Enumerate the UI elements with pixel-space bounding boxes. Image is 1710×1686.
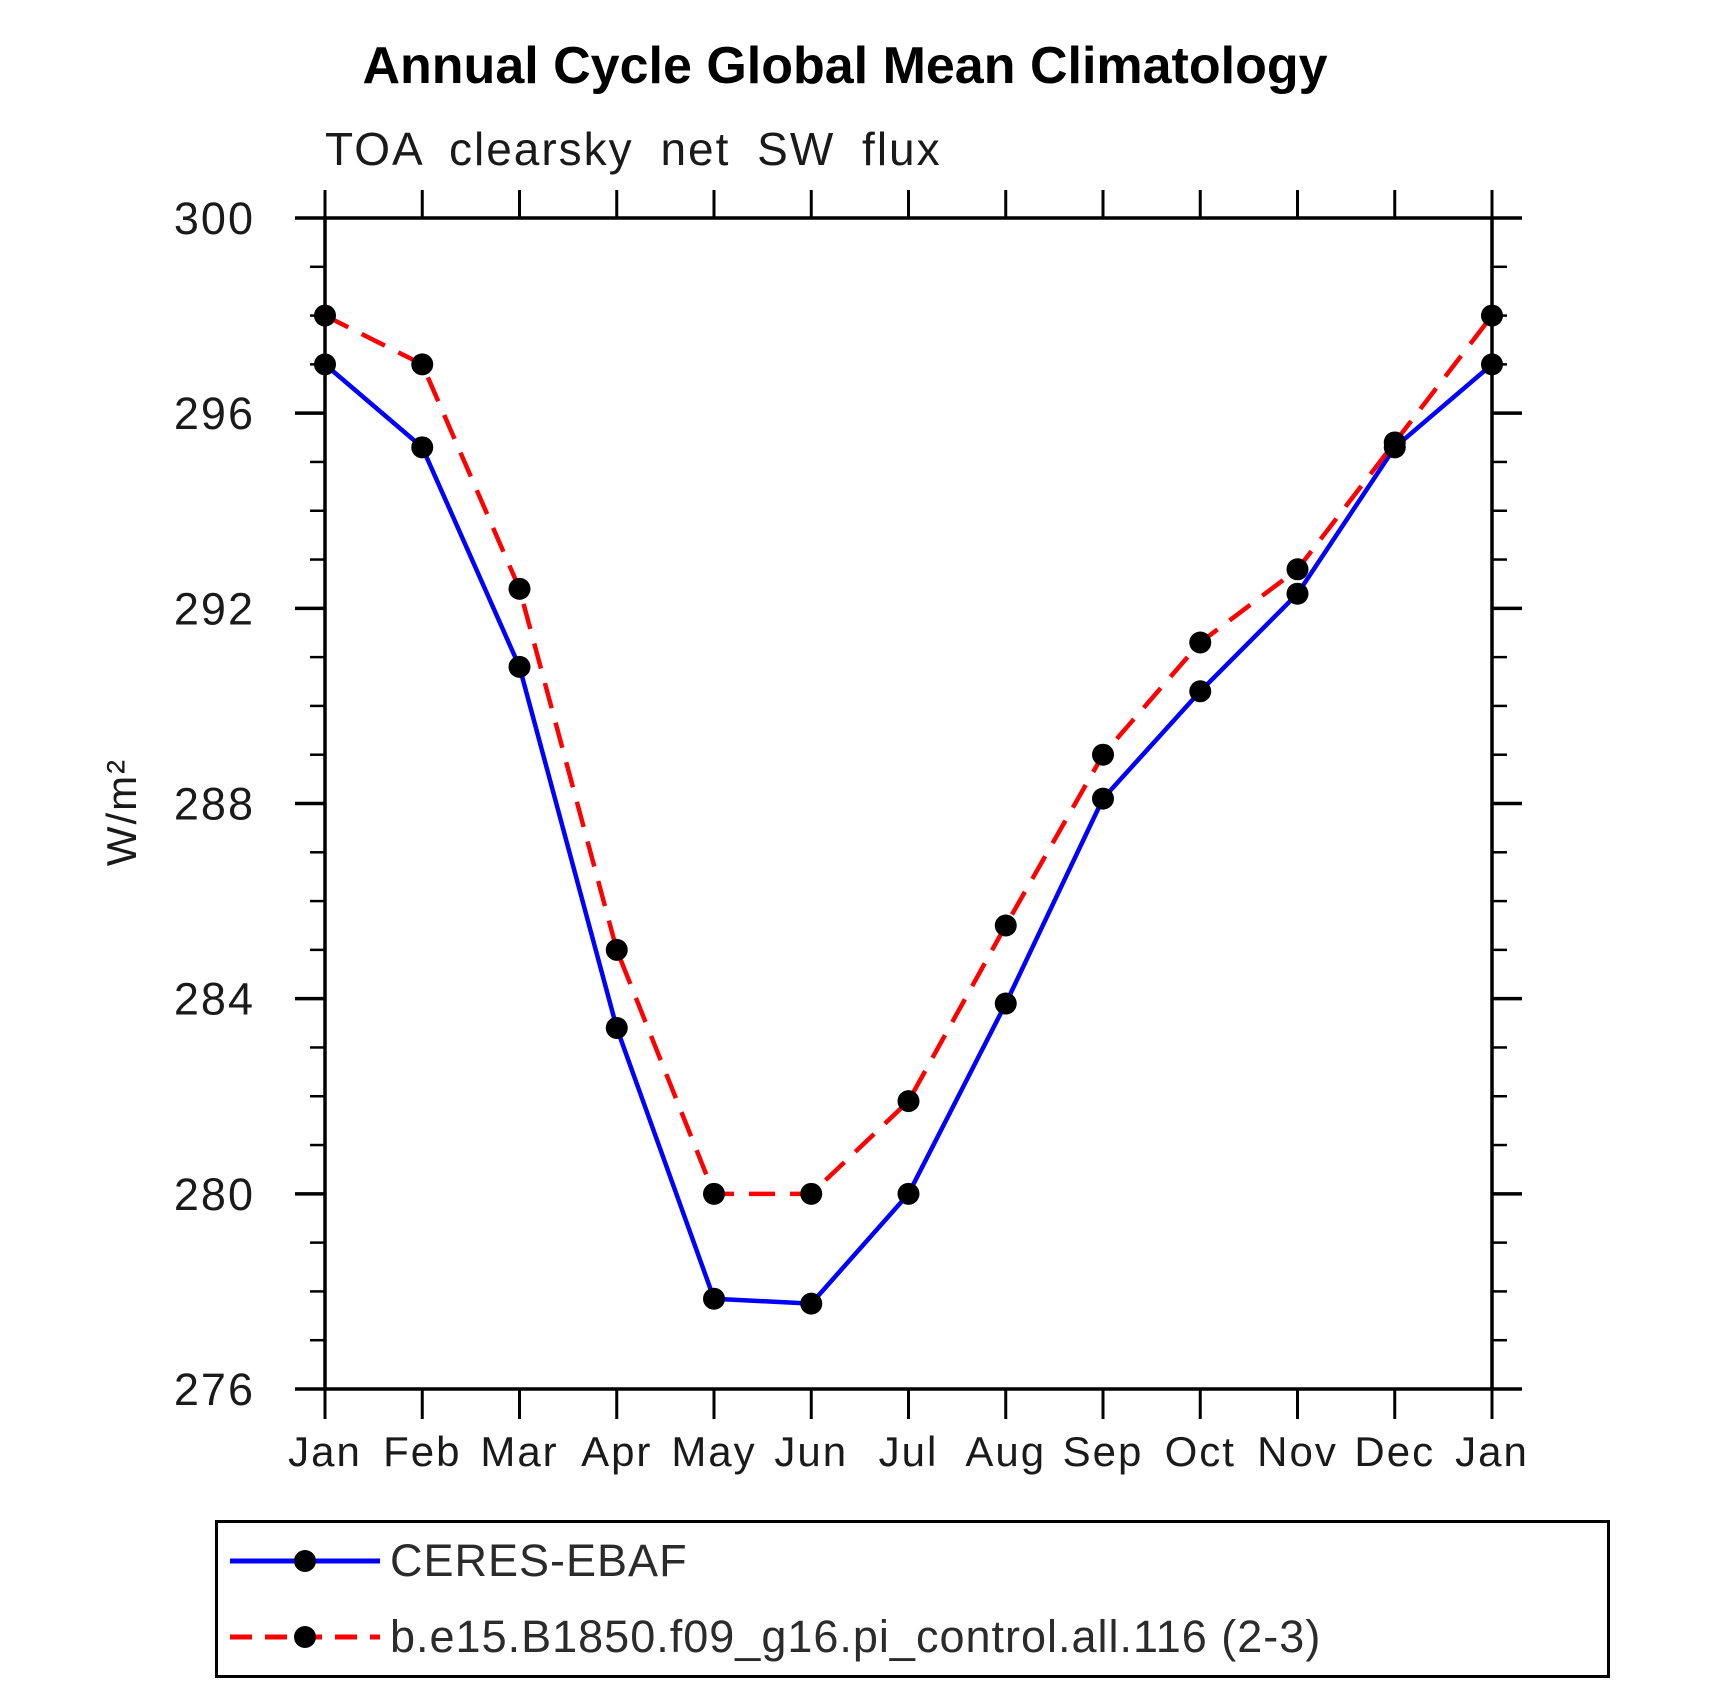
svg-text:284: 284 bbox=[174, 974, 255, 1025]
legend-item-model-run: b.e15.B1850.f09_g16.pi_control.all.116 (… bbox=[224, 1611, 1607, 1662]
svg-text:Jan: Jan bbox=[288, 1428, 362, 1475]
svg-text:Aug: Aug bbox=[965, 1428, 1046, 1475]
svg-text:Jun: Jun bbox=[774, 1428, 848, 1475]
svg-text:Jul: Jul bbox=[879, 1428, 939, 1475]
svg-text:280: 280 bbox=[174, 1169, 255, 1220]
legend-label-ceres-ebaf: CERES-EBAF bbox=[390, 1535, 688, 1586]
chart-subtitle: TOA clearsky net SW flux bbox=[325, 123, 942, 175]
legend-label-model-run: b.e15.B1850.f09_g16.pi_control.all.116 (… bbox=[390, 1611, 1322, 1662]
svg-text:May: May bbox=[671, 1428, 756, 1475]
plot-area: Jan Feb Mar Apr May Jun Jul Aug Sep Oct Nov Dec Jan 2… bbox=[174, 190, 1529, 1475]
svg-text:Dec: Dec bbox=[1354, 1428, 1435, 1475]
svg-text:276: 276 bbox=[174, 1364, 255, 1415]
legend-dashed-line-icon bbox=[230, 1626, 380, 1648]
svg-text:Mar: Mar bbox=[480, 1428, 558, 1475]
chart-title: Annual Cycle Global Mean Climatology bbox=[362, 37, 1328, 95]
svg-text:Oct: Oct bbox=[1165, 1428, 1236, 1475]
svg-text:296: 296 bbox=[174, 388, 255, 439]
svg-text:Jan: Jan bbox=[1455, 1428, 1529, 1475]
legend-solid-line-icon bbox=[230, 1550, 380, 1572]
svg-text:Sep: Sep bbox=[1063, 1428, 1144, 1475]
svg-text:Apr: Apr bbox=[581, 1428, 652, 1475]
legend-item-ceres-ebaf: CERES-EBAF bbox=[224, 1535, 1607, 1586]
svg-text:288: 288 bbox=[174, 779, 255, 830]
svg-text:292: 292 bbox=[174, 583, 255, 634]
legend-box: CERES-EBAF b.e15.B1850.f09_g16.pi_contro… bbox=[215, 1520, 1610, 1678]
svg-text:Nov: Nov bbox=[1257, 1428, 1338, 1475]
svg-text:Feb: Feb bbox=[383, 1428, 461, 1475]
svg-text:300: 300 bbox=[174, 193, 255, 244]
